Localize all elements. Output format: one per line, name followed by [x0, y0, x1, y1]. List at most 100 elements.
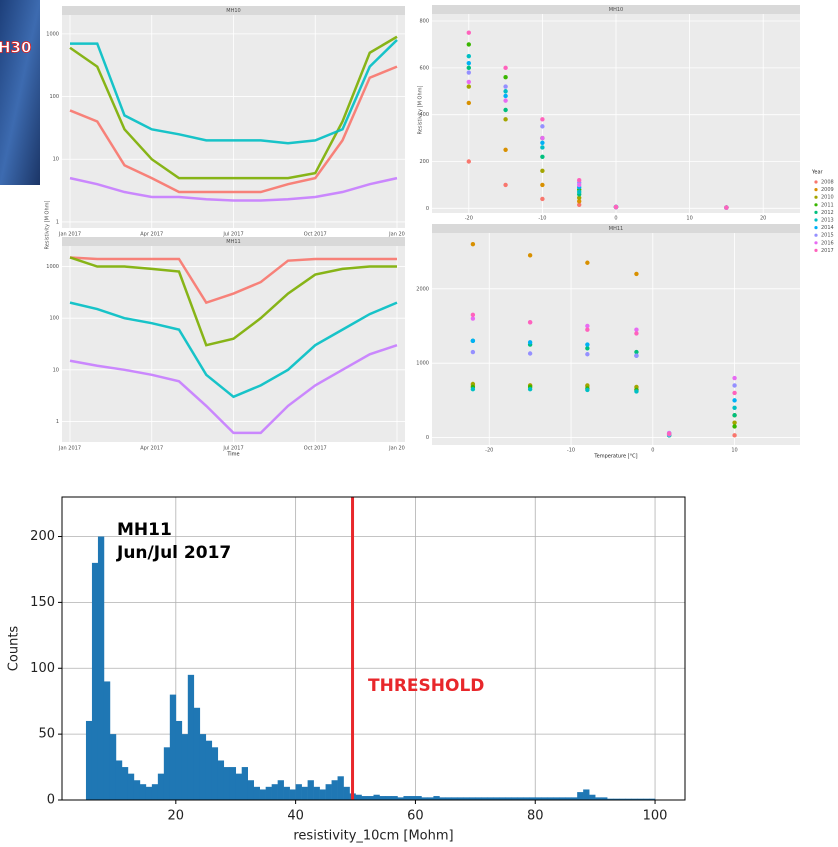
bar [265, 786, 272, 800]
point [724, 205, 729, 210]
bar [373, 794, 380, 800]
bar [445, 797, 452, 800]
x-tick-label: 20 [168, 809, 185, 824]
point [732, 424, 737, 429]
x-tick-label: Jan 2017 [58, 446, 81, 452]
bar [613, 798, 620, 800]
legend-swatch [814, 210, 818, 214]
bar [571, 797, 578, 800]
bar [289, 789, 296, 800]
series-line [69, 35, 398, 180]
bar [175, 720, 183, 800]
bar [553, 797, 560, 800]
point [732, 420, 737, 425]
bar [109, 734, 117, 800]
point [503, 84, 508, 89]
point [466, 84, 471, 89]
bar [253, 786, 260, 800]
point [527, 351, 533, 356]
bar [577, 792, 584, 800]
point [732, 433, 737, 438]
bar [217, 760, 225, 800]
y-tick-label: 50 [38, 727, 55, 742]
bar [139, 784, 147, 800]
bar [457, 797, 464, 800]
bar [541, 797, 548, 800]
bar [181, 734, 189, 800]
bar [505, 797, 512, 800]
bar [133, 780, 141, 800]
y-tick-label: 1 [56, 219, 59, 225]
bar [409, 796, 416, 800]
bar [169, 694, 177, 800]
series-line [70, 39, 398, 145]
legend-label: 2008 [821, 180, 834, 186]
legend-title: Year [811, 170, 824, 176]
y-axis-label: Counts [7, 626, 22, 672]
point [577, 178, 582, 183]
y-tick-label: 200 [30, 529, 55, 544]
point [466, 53, 471, 59]
bar [379, 796, 386, 800]
y-tick-label: 0 [47, 793, 55, 808]
bar [91, 562, 99, 800]
bar [307, 780, 314, 800]
bar [397, 797, 404, 800]
point [634, 271, 639, 277]
point [540, 124, 545, 129]
series-line [69, 65, 398, 194]
bar [115, 760, 123, 800]
x-tick-label: Jul 2017 [222, 232, 243, 238]
strip-title: MH11 [609, 226, 623, 232]
bar [511, 797, 518, 800]
x-tick-label: 60 [407, 809, 424, 824]
legend-swatch [814, 241, 818, 245]
legend-swatch [814, 195, 818, 199]
bar [277, 780, 284, 800]
point [540, 182, 545, 188]
bar [433, 796, 440, 800]
y-tick-label: 100 [49, 94, 59, 100]
legend-label: 2012 [821, 210, 834, 216]
bar [589, 794, 596, 800]
point [585, 352, 590, 357]
y-tick-label: 1000 [46, 264, 59, 270]
x-axis-label: Time [226, 452, 239, 458]
point [466, 70, 471, 75]
x-tick-label: 0 [614, 216, 617, 222]
bar [205, 740, 213, 800]
bar [403, 796, 410, 800]
x-axis-label: resistivity_10cm [Mohm] [293, 829, 453, 844]
y-tick-label: 0 [426, 206, 429, 212]
plot-frame [61, 496, 686, 801]
bar [193, 707, 201, 800]
bar [565, 797, 572, 800]
annotation: THRESHOLD [368, 676, 484, 696]
point [466, 159, 471, 164]
x-tick-label: Apr 2017 [140, 232, 163, 238]
point [577, 202, 582, 208]
x-tick-label: 0 [651, 448, 654, 454]
x-tick-label: Jan 20 [388, 232, 405, 238]
bar [601, 797, 608, 800]
bar [649, 798, 656, 800]
point [466, 30, 471, 35]
bar [229, 767, 237, 800]
legend-label: 2013 [821, 218, 834, 224]
point [732, 413, 737, 418]
legend-swatch [814, 180, 818, 184]
y-tick-label: 600 [419, 65, 429, 71]
bar [157, 773, 165, 800]
bar [223, 767, 231, 800]
x-tick-label: 20 [760, 216, 766, 222]
y-tick-label: 200 [419, 159, 429, 165]
legend-swatch [814, 203, 818, 207]
point [503, 147, 508, 152]
bar [271, 784, 278, 800]
point [540, 168, 545, 174]
point [540, 196, 545, 202]
bar [523, 797, 530, 800]
y-tick-label: 1000 [46, 31, 59, 37]
bar [499, 797, 506, 800]
point [585, 323, 590, 329]
